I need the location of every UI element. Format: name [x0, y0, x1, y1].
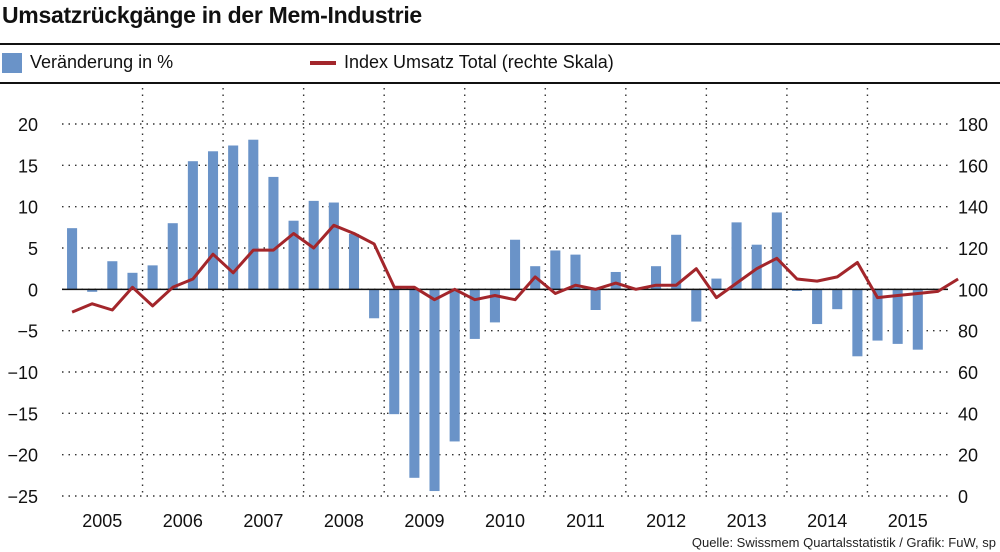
bar — [167, 223, 178, 290]
bar — [610, 271, 621, 290]
right-tick-label: 20 — [958, 446, 978, 466]
x-tick-label: 2011 — [566, 511, 605, 531]
x-tick-label: 2010 — [485, 511, 525, 531]
x-tick-label: 2014 — [807, 511, 847, 531]
bar — [852, 289, 863, 357]
x-axis-labels: 2005 2006 2007 2008 2009 2010 2011 2012 2013 2014… — [82, 511, 928, 531]
chart-title: Umsatzrückgänge in der Mem-Industrie — [2, 2, 422, 28]
right-tick-label: 40 — [958, 404, 978, 424]
bar — [147, 265, 158, 290]
bar — [429, 289, 440, 492]
bar — [409, 289, 420, 478]
bar — [550, 250, 561, 290]
left-axis-ticks: −25 −20 −15 −10 −5 0 5 10 15 20 — [7, 115, 38, 507]
x-tick-label: 2005 — [82, 511, 122, 531]
right-tick-label: 140 — [958, 198, 988, 218]
bar — [369, 289, 380, 319]
bar — [731, 222, 742, 290]
bar — [67, 228, 78, 290]
right-tick-label: 60 — [958, 363, 978, 383]
bar — [872, 289, 883, 341]
bar — [691, 289, 702, 322]
source-note: Quelle: Swissmem Quartalsstatistik / Gra… — [691, 535, 996, 550]
bar — [187, 161, 198, 290]
bar — [912, 289, 923, 350]
bar — [268, 176, 279, 290]
right-tick-label: 160 — [958, 156, 988, 176]
left-tick-label: −20 — [7, 446, 38, 466]
x-tick-label: 2006 — [163, 511, 203, 531]
left-tick-label: 10 — [18, 198, 38, 218]
left-tick-label: −15 — [7, 404, 38, 424]
legend-line-label: Index Umsatz Total (rechte Skala) — [344, 52, 614, 72]
bar — [107, 261, 118, 290]
left-tick-label: 5 — [28, 239, 38, 259]
left-tick-label: −5 — [17, 322, 38, 342]
x-tick-label: 2007 — [243, 511, 283, 531]
right-tick-label: 120 — [958, 239, 988, 259]
bar — [570, 254, 581, 290]
legend-line-entry: Index Umsatz Total (rechte Skala) — [310, 52, 614, 73]
bar — [127, 272, 138, 290]
bar — [711, 278, 722, 290]
bar — [87, 289, 98, 292]
x-tick-label: 2008 — [324, 511, 364, 531]
bar — [288, 220, 299, 290]
bar — [650, 266, 662, 290]
right-axis-ticks: 0 20 40 60 80 100 120 140 160 180 — [958, 115, 988, 507]
right-tick-label: 100 — [958, 280, 988, 300]
bar — [832, 289, 843, 310]
left-tick-label: 15 — [18, 156, 38, 176]
bar — [469, 289, 480, 339]
legend-bar-label: Veränderung in % — [30, 52, 174, 72]
left-tick-label: 20 — [18, 115, 38, 135]
x-tick-label: 2009 — [404, 511, 444, 531]
bar — [510, 239, 521, 290]
bar — [248, 139, 259, 290]
right-tick-label: 0 — [958, 487, 968, 507]
bar — [812, 289, 823, 325]
x-tick-label: 2015 — [888, 511, 928, 531]
x-tick-label: 2012 — [646, 511, 686, 531]
bar — [892, 289, 903, 344]
legend-bar-entry: Veränderung in % — [2, 52, 173, 73]
bar — [791, 289, 803, 291]
bar-series — [67, 139, 923, 492]
bar — [207, 151, 219, 290]
bar — [489, 289, 500, 323]
left-tick-label: 0 — [28, 280, 38, 300]
bar — [671, 234, 682, 290]
bar — [771, 212, 782, 290]
bar — [389, 289, 400, 415]
title-rule — [0, 43, 1000, 45]
left-tick-label: −10 — [7, 363, 38, 383]
x-tick-label: 2013 — [727, 511, 767, 531]
right-tick-label: 180 — [958, 115, 988, 135]
legend-bar-swatch — [2, 52, 22, 73]
bar — [348, 233, 360, 290]
bar — [590, 289, 601, 310]
bar — [228, 145, 239, 290]
bar — [308, 200, 319, 290]
bar — [449, 289, 460, 442]
right-tick-label: 80 — [958, 322, 978, 342]
left-tick-label: −25 — [7, 487, 38, 507]
index-line-series — [71, 223, 959, 314]
legend-line-swatch — [310, 60, 336, 65]
bar — [328, 202, 339, 290]
